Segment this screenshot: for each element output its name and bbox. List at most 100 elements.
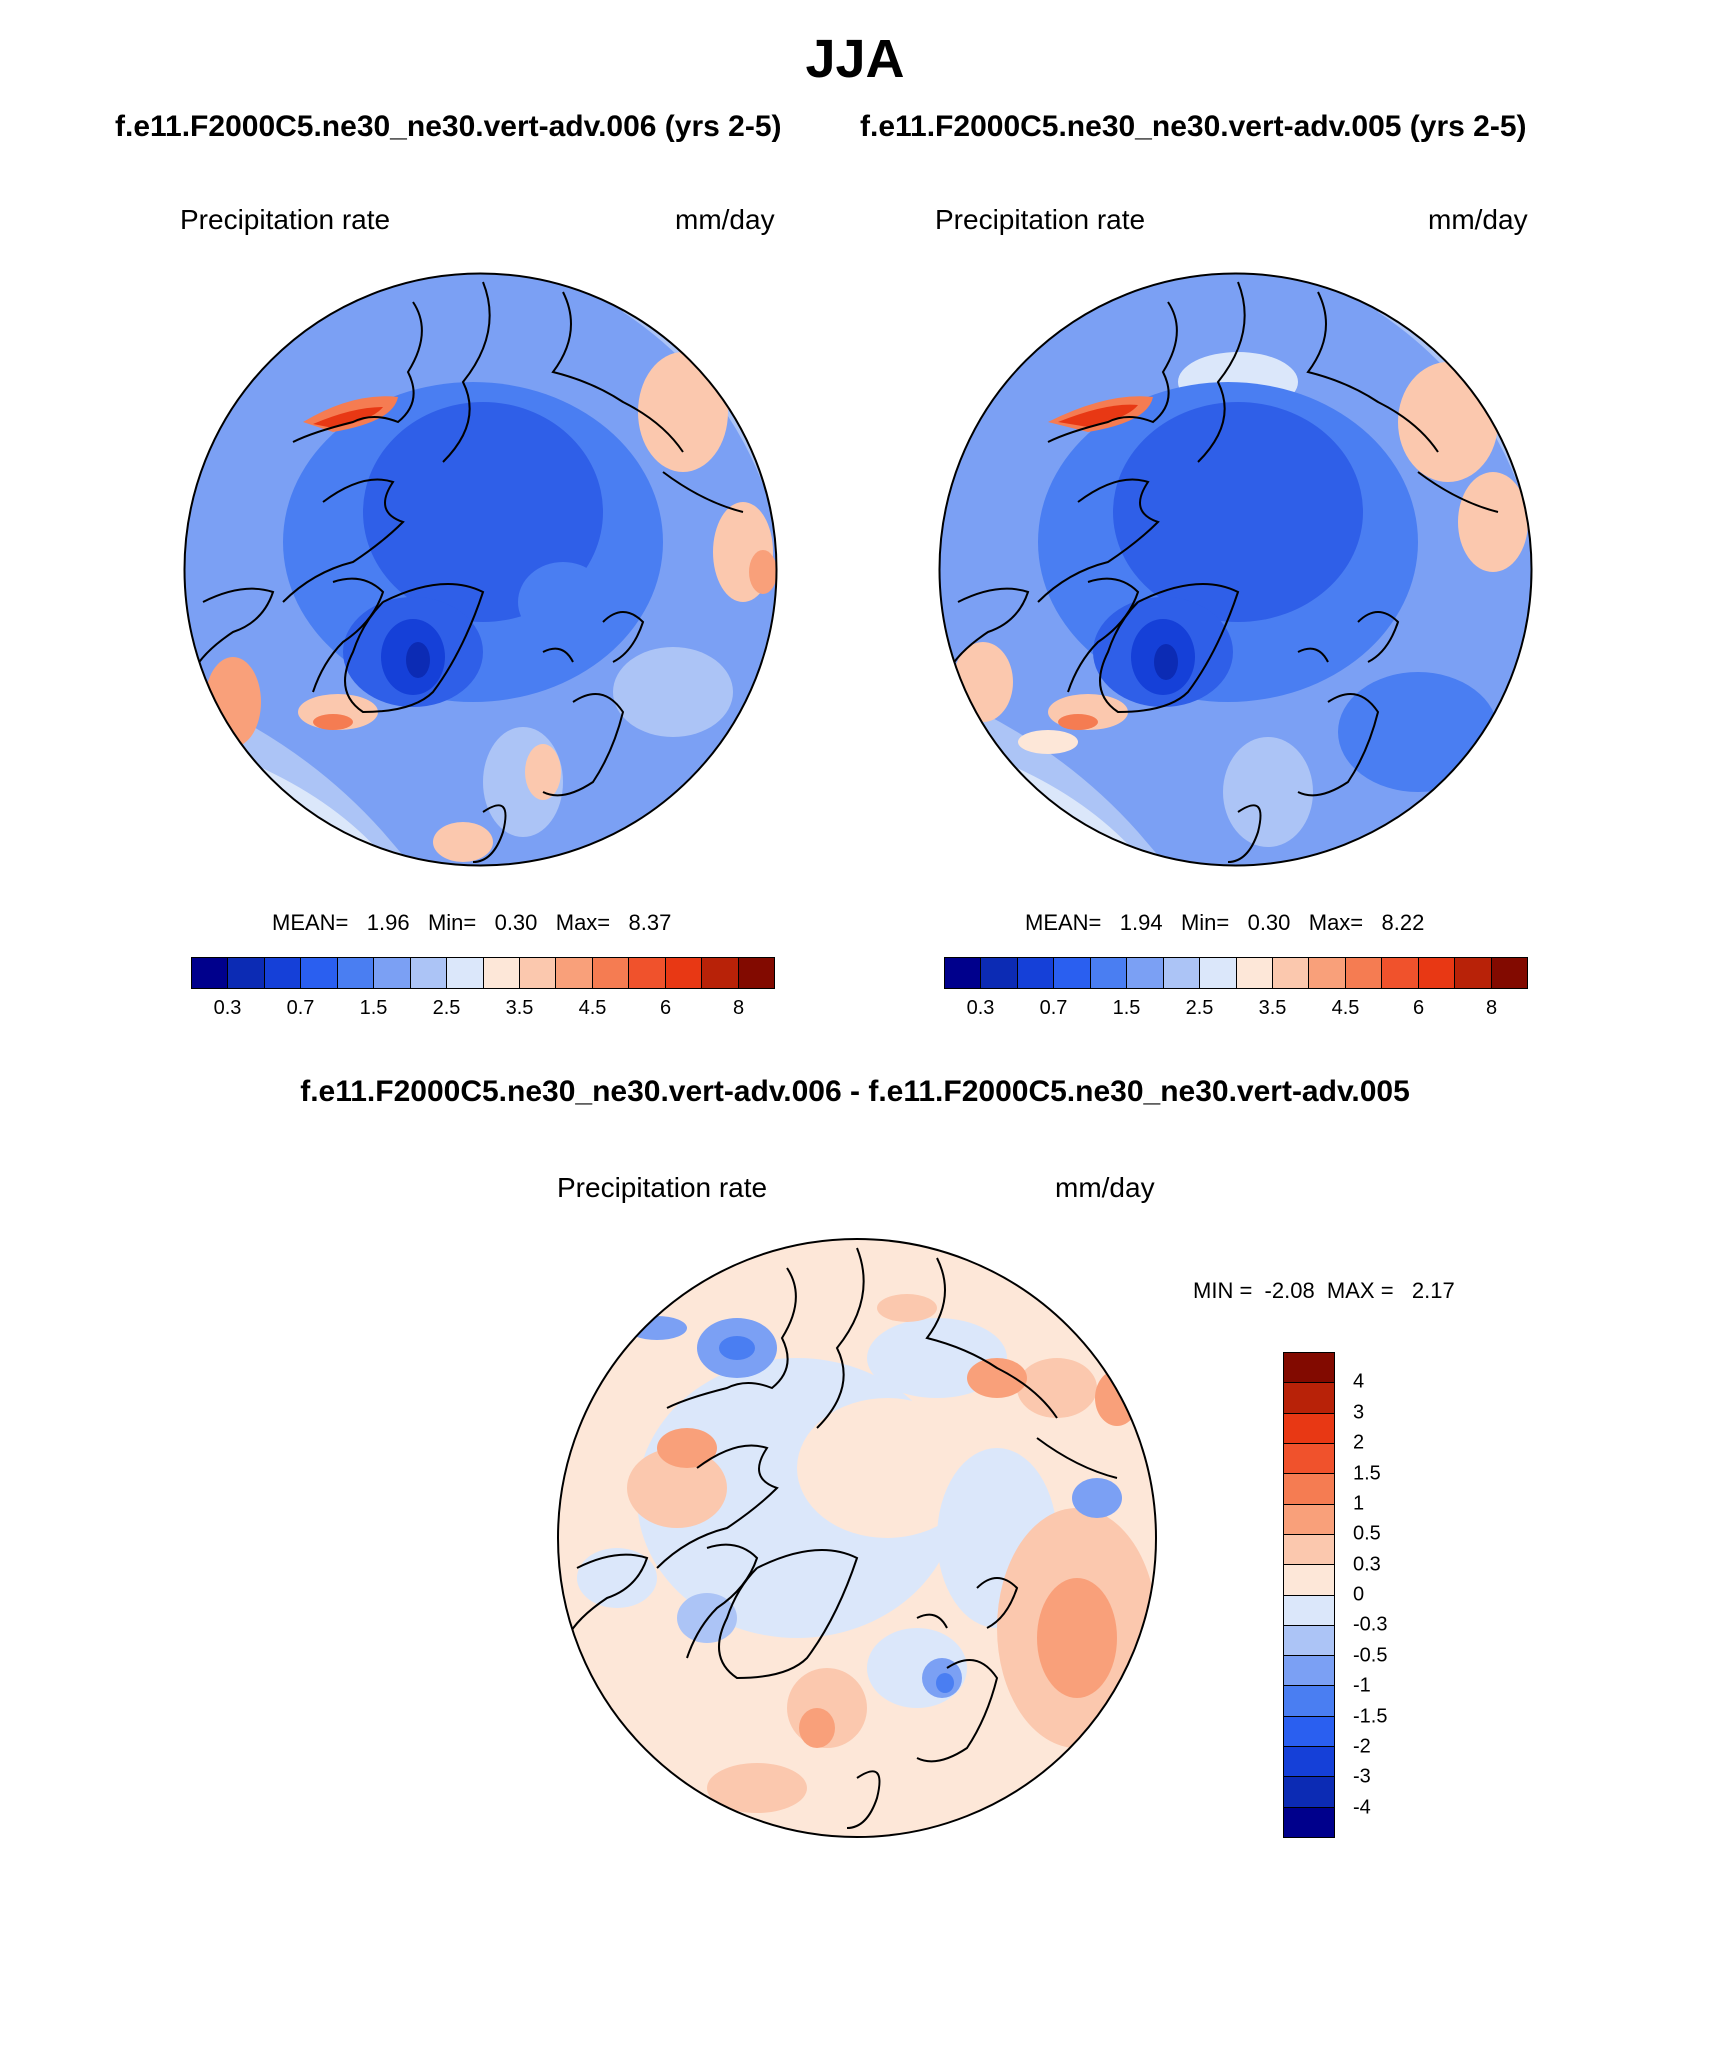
diff-colorbar-segment [1284,1443,1334,1475]
case1-colorbar-tick-label: 0.7 [286,997,315,1019]
case1-colorbar-tick-label: 0.3 [213,997,242,1019]
case2-units-label: mm/day [1428,204,1528,235]
case2-colorbar-segment [1127,958,1164,988]
case2-colorbar-segment [1163,958,1201,988]
case1-colorbar-tick-label: 8 [732,997,745,1019]
case1-units-label: mm/day [675,204,775,235]
case1-max-value: 8.37 [628,910,672,935]
case1-mean-value: 1.96 [366,910,410,935]
diff-colorbar-tick-label: 3 [1353,1401,1365,1424]
case1-colorbar-tick-label: 4.5 [578,997,607,1019]
case2-colorbar-segment [1382,958,1419,988]
diff-colorbar-tick-label: -4 [1353,1796,1371,1819]
diff-colorbar-segment [1284,1777,1334,1808]
case2-colorbar-segment [1200,958,1237,988]
diff-colorbar-segment [1284,1747,1334,1778]
case2-colorbar-tick-label: 8 [1485,997,1498,1019]
case2-polar-map [938,272,1533,867]
diff-colorbar-tick-label: -1.5 [1353,1705,1388,1727]
case1-min-value: 0.30 [494,910,538,935]
diff-colorbar-segment [1284,1656,1334,1687]
case2-colorbar-segment [1455,958,1492,988]
diff-units-label: mm/day [1055,1172,1155,1203]
case2-min-value: 0.30 [1247,910,1291,935]
case1-colorbar-segment [228,958,265,988]
case1-colorbar-tick-label: 3.5 [505,997,534,1019]
case2-min-label: Min= [1180,910,1230,935]
diff-colorbar [1283,1352,1335,1838]
case1-colorbar-segment [738,958,774,988]
diff-colorbar-tick-label: 0.5 [1353,1522,1381,1545]
diff-colorbar-segment [1284,1534,1334,1566]
case1-colorbar-tick-label: 6 [659,997,672,1019]
diff-colorbar-tick-label: 0.3 [1353,1553,1381,1576]
case2-max-label: Max= [1308,910,1364,935]
case1-colorbar-segment [556,958,593,988]
case1-colorbar-segment [447,958,484,988]
diff-colorbar-segment [1284,1474,1334,1505]
diff-min-label: MIN = [1193,1278,1253,1303]
case2-colorbar-segment [1272,958,1310,988]
diff-colorbar-segment [1284,1686,1334,1717]
case2-stats: MEAN= 1.94 Min= 0.30 Max= 8.22 [1025,910,1424,936]
case2-max-value: 8.22 [1381,910,1425,935]
case2-colorbar-segment [981,958,1018,988]
diff-colorbar-segment [1284,1353,1334,1384]
case2-colorbar-segment [1054,958,1091,988]
case1-colorbar-segment [629,958,666,988]
case1-colorbar-tick-label: 1.5 [359,997,388,1019]
case2-colorbar-segment [1236,958,1273,988]
case1-colorbar-segment [519,958,557,988]
diff-colorbar-segment [1284,1383,1334,1414]
case1-min-label: Min= [427,910,477,935]
case2-colorbar-segment [1418,958,1456,988]
case2-colorbar-tick-label: 4.5 [1331,997,1360,1019]
case2-colorbar-segment [945,958,982,988]
diff-colorbar-segment [1284,1716,1334,1748]
diff-colorbar-tick-label: 2 [1353,1431,1365,1454]
case2-colorbar-tick-label: 3.5 [1258,997,1287,1019]
diff-stats: MIN = -2.08 MAX = 2.17 [1193,1278,1455,1304]
case2-colorbar-segment [1491,958,1527,988]
diff-header: f.e11.F2000C5.ne30_ne30.vert-adv.006 - f… [300,1075,1410,1108]
case2-mean-label: MEAN= [1025,910,1102,935]
diff-colorbar-segment [1284,1807,1334,1837]
case2-colorbar-tick-label: 0.3 [966,997,995,1019]
diff-max-label: MAX = [1326,1278,1394,1303]
diff-colorbar-tick-label: -0.3 [1353,1613,1388,1636]
case2-colorbar-tick-label: 2.5 [1185,997,1214,1019]
diff-min-value: -2.08 [1264,1278,1315,1303]
case2-variable-label: Precipitation rate [935,204,1146,235]
diff-colorbar-tick-label: -1 [1353,1674,1371,1697]
case1-colorbar-segment [264,958,302,988]
case1-mean-label: MEAN= [272,910,349,935]
case1-colorbar [191,957,775,989]
case2-colorbar-segment [1309,958,1346,988]
case1-colorbar-segment [702,958,739,988]
case1-colorbar-segment [592,958,630,988]
case2-colorbar-segment [1017,958,1055,988]
case2-colorbar [944,957,1528,989]
case1-colorbar-segment [374,958,411,988]
diff-variable-label: Precipitation rate [557,1172,768,1203]
diff-colorbar-tick-label: 0 [1353,1583,1365,1606]
diff-colorbar-tick-label: -3 [1353,1765,1371,1788]
diff-colorbar-tick-label: 1 [1353,1492,1365,1515]
case2-header: f.e11.F2000C5.ne30_ne30.vert-adv.005 (yr… [860,110,1527,143]
case2-colorbar-segment [1345,958,1383,988]
case1-stats: MEAN= 1.96 Min= 0.30 Max= 8.37 [272,910,671,936]
case2-colorbar-segment [1090,958,1128,988]
diff-max-value: 2.17 [1411,1278,1455,1303]
diff-colorbar-segment [1284,1504,1334,1535]
diff-colorbar-tick-label: -0.5 [1353,1644,1388,1667]
diff-colorbar-tick-label: 4 [1353,1370,1365,1393]
case2-colorbar-tick-label: 6 [1412,997,1425,1019]
case1-colorbar-segment [192,958,229,988]
diff-colorbar-segment [1284,1565,1334,1596]
diff-colorbar-segment [1284,1595,1334,1626]
case1-colorbar-segment [665,958,703,988]
case1-colorbar-tick-label: 2.5 [432,997,461,1019]
case2-mean-value: 1.94 [1119,910,1163,935]
diff-colorbar-tick-label: 1.5 [1353,1462,1381,1484]
case1-colorbar-segment [301,958,338,988]
